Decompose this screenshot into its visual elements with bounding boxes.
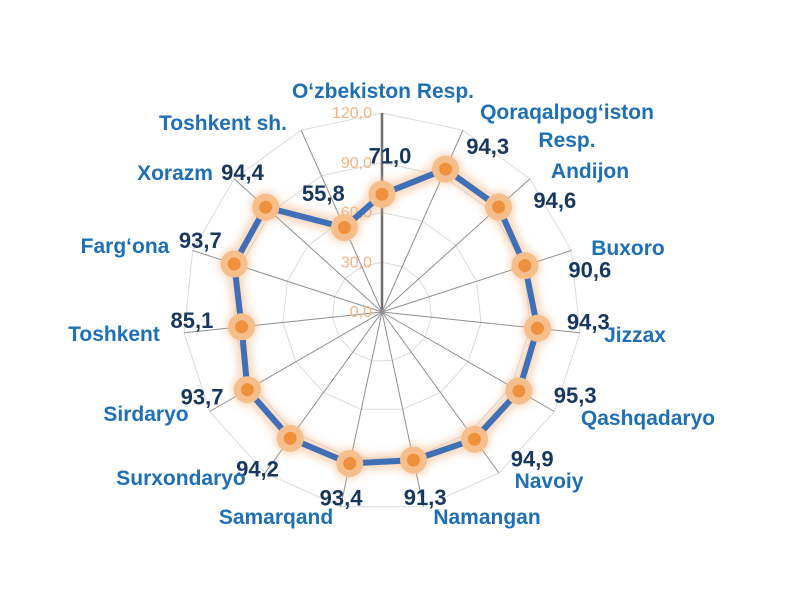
data-point-marker-core: [235, 320, 249, 334]
value-label: 90,6: [568, 258, 611, 283]
data-point-marker-core: [518, 259, 532, 273]
category-label: Xorazm: [137, 162, 213, 185]
axis-tick-label: 0,0: [350, 304, 372, 321]
axis-tick-label: 120,0: [332, 105, 372, 122]
category-label: Jizzax: [604, 324, 666, 347]
label-layer: 71,0 94,3 94,6 90,6 94,3 95,3 94,9 91,3 93,4 94,2…: [68, 80, 715, 529]
series-line: [231, 166, 541, 467]
value-label: 55,8: [302, 181, 345, 206]
value-label: 85,1: [170, 308, 213, 333]
value-label: 95,3: [554, 383, 597, 408]
data-point-marker-core: [468, 432, 481, 446]
value-label: 94,6: [533, 188, 576, 213]
axis-tick-label: 90,0: [341, 155, 372, 172]
data-point-marker-core: [227, 257, 241, 271]
data-point-marker-core: [240, 383, 254, 397]
category-label: Andijon: [551, 160, 629, 183]
value-label: 93,4: [320, 486, 364, 511]
category-label: Buxoro: [591, 237, 665, 260]
category-label: Qoraqalpogʻiston: [480, 101, 654, 124]
value-label: 93,7: [181, 385, 224, 410]
data-point-marker-core: [337, 221, 351, 234]
category-label: Toshkent: [68, 323, 160, 346]
value-label: 94,3: [466, 134, 509, 159]
category-label: Navoiy: [515, 470, 584, 493]
value-label: 94,3: [567, 310, 610, 335]
category-label: Toshkent sh.: [159, 112, 287, 135]
value-label: 91,3: [404, 485, 447, 510]
value-label: 94,9: [511, 446, 554, 471]
category-label: Resp.: [538, 129, 595, 152]
data-point-marker-core: [283, 431, 297, 445]
data-point-marker-core: [375, 187, 389, 201]
data-point-marker-core: [259, 200, 273, 214]
value-label: 71,0: [369, 143, 412, 168]
data-point-marker-core: [343, 457, 357, 470]
category-label: Samarqand: [219, 506, 333, 529]
value-label: 94,4: [221, 160, 265, 185]
series-layer: [218, 153, 554, 480]
axis-tick-label: 30,0: [341, 254, 372, 271]
data-point-marker-core: [439, 162, 453, 176]
category-label: Sirdaryo: [103, 403, 188, 426]
category-label: Qashqadaryo: [581, 407, 715, 430]
axis-spoke: [184, 311, 383, 334]
category-label: Fargʻona: [81, 235, 170, 258]
grid-ring: [282, 211, 482, 410]
category-label: Surxondaryo: [116, 467, 246, 490]
grid-ring: [331, 261, 433, 362]
category-label: Namangan: [433, 506, 540, 529]
data-point-marker-core: [407, 453, 420, 467]
value-label: 94,2: [236, 456, 279, 481]
value-label: 93,7: [179, 228, 222, 253]
grid-ring: [183, 112, 581, 508]
data-point-marker-core: [512, 384, 526, 398]
axis-spoke: [381, 250, 572, 313]
category-label: Oʻzbekiston Resp.: [292, 80, 474, 103]
data-point-marker-core: [531, 321, 544, 335]
data-point-marker-core: [492, 200, 506, 214]
